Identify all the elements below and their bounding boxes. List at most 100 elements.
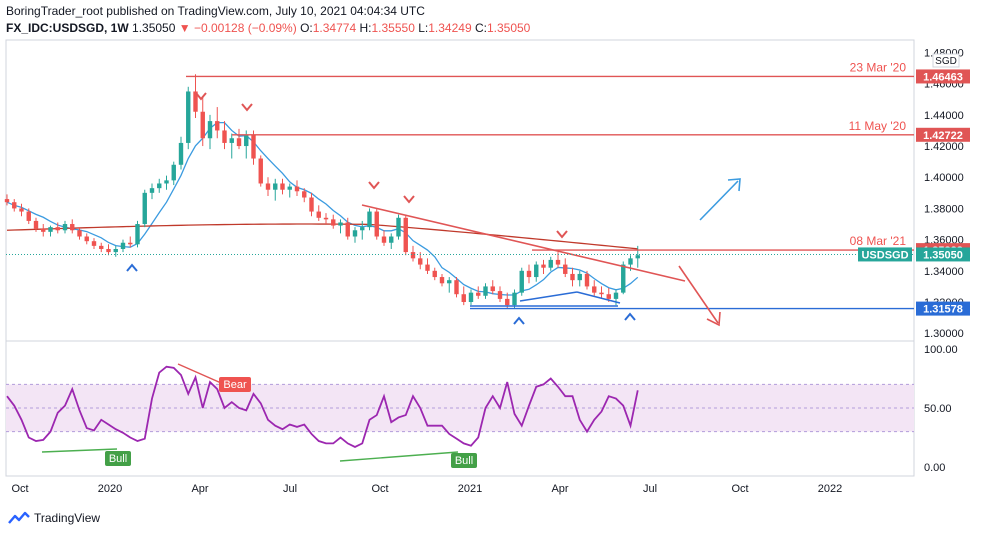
last-price-line: USDSGD 1.35050	[6, 247, 970, 262]
candle-body	[215, 121, 220, 131]
candle-body	[613, 292, 619, 299]
chevron-up-icon	[126, 263, 138, 272]
y-tick-label: 1.34000	[924, 266, 964, 278]
candle-body	[128, 242, 133, 245]
symbol-label: FX_IDC:USDSGD, 1W	[6, 21, 129, 35]
chevron-down-icon	[195, 92, 207, 101]
candle-body	[236, 138, 242, 147]
candle-body	[62, 224, 68, 231]
candle-body	[19, 208, 24, 212]
x-tick-label: Oct	[11, 483, 28, 495]
x-tick-label: Oct	[731, 483, 748, 495]
candle-body	[345, 222, 350, 237]
footer-brand[interactable]: TradingView	[8, 511, 100, 525]
high-label: H:	[359, 21, 372, 35]
candle-body	[70, 224, 75, 231]
chevron-up-icon	[513, 316, 525, 325]
currency-badge: SGD	[932, 53, 960, 68]
last-price-symbol-tag	[858, 247, 912, 262]
chevron-down-icon	[556, 230, 568, 239]
close-label: C:	[474, 21, 487, 35]
candle-body	[410, 252, 416, 259]
x-tick-label: Apr	[551, 483, 568, 495]
candle-body	[244, 135, 249, 147]
candle-body	[294, 186, 300, 192]
candle-body	[171, 164, 176, 181]
x-axis: Oct 2020 Apr Jul Oct 2021 Apr Jul Oct 2022	[11, 483, 842, 495]
last-price-symbol: USDSGD	[861, 249, 908, 261]
candle-body	[425, 264, 430, 271]
level-date-label: 11 May '20	[849, 119, 907, 133]
high-value: 1.35550	[371, 21, 415, 35]
level-price-tag	[916, 301, 970, 316]
candle-body	[258, 158, 263, 184]
candle-body	[91, 241, 97, 246]
arrow-up-icon	[699, 178, 741, 221]
open-value: 1.34774	[312, 21, 357, 35]
level-price-label: 1.31578	[923, 304, 963, 316]
x-tick-label: Jul	[643, 483, 657, 495]
candle-body	[265, 183, 271, 190]
candle-body	[367, 211, 372, 228]
candle-body	[374, 211, 379, 237]
level-price-tag	[916, 69, 970, 84]
arrow-down-icon	[678, 265, 721, 327]
x-tick-label: 2021	[458, 483, 482, 495]
candle-body	[577, 273, 582, 281]
candle-body	[432, 270, 437, 278]
candle-body	[338, 222, 343, 226]
candle-body	[381, 236, 387, 243]
candle-body	[164, 180, 169, 184]
candle-body	[505, 298, 510, 306]
x-tick-label: Jul	[283, 483, 297, 495]
candle-body	[439, 277, 445, 284]
bull-label-text: Bull	[455, 455, 473, 467]
candle-body	[157, 183, 162, 189]
candle-body	[476, 292, 481, 296]
candle-body	[4, 199, 10, 203]
candle-body	[468, 292, 474, 303]
rsi-axis: 100.00 50.00 0.00	[924, 344, 958, 474]
candle-body	[26, 211, 31, 221]
candle-body	[628, 258, 633, 265]
level-price-tag	[916, 127, 970, 142]
bull-label-text: Bull	[109, 453, 127, 465]
candle-body	[251, 135, 256, 159]
candle-body	[389, 236, 394, 243]
bull-label: Bull	[105, 451, 131, 466]
candle-body	[418, 258, 423, 265]
divergence-labels: Bear Bull Bull	[105, 377, 477, 468]
resistance-trendline	[361, 204, 686, 282]
level-price-label: 1.46463	[923, 71, 963, 83]
bull-divergence-line	[41, 448, 118, 453]
symbol-ohlc-bar: FX_IDC:USDSGD, 1W 1.35050 ▼ −0.00128 (−0…	[6, 21, 530, 35]
low-value: 1.34249	[428, 21, 472, 35]
candle-body	[635, 255, 640, 259]
moving-averages	[6, 122, 639, 296]
candle-body	[149, 188, 155, 193]
x-tick-label: Apr	[191, 483, 208, 495]
chevron-down-icon	[368, 181, 380, 190]
rsi-line	[6, 365, 639, 448]
candle-body	[193, 91, 198, 112]
candle-body	[309, 197, 314, 212]
candle-body	[48, 227, 53, 232]
candle-body	[229, 138, 234, 143]
y-tick-label: 1.42000	[924, 141, 964, 153]
candle-body	[135, 224, 140, 245]
level-date-label: 08 Mar '21	[850, 234, 907, 248]
last-price-label: 1.35050	[923, 249, 963, 261]
candle-body	[99, 245, 104, 249]
candle-body	[84, 236, 89, 242]
candle-body	[534, 264, 539, 278]
bull-divergence-line	[339, 451, 459, 462]
support-trendline	[519, 291, 578, 302]
chevron-up-icon	[624, 312, 636, 321]
candle-body	[222, 130, 227, 143]
candle-body	[483, 286, 488, 296]
candle-body	[207, 121, 213, 139]
candle-body	[548, 259, 553, 268]
rsi-tick-label: 100.00	[924, 344, 958, 356]
